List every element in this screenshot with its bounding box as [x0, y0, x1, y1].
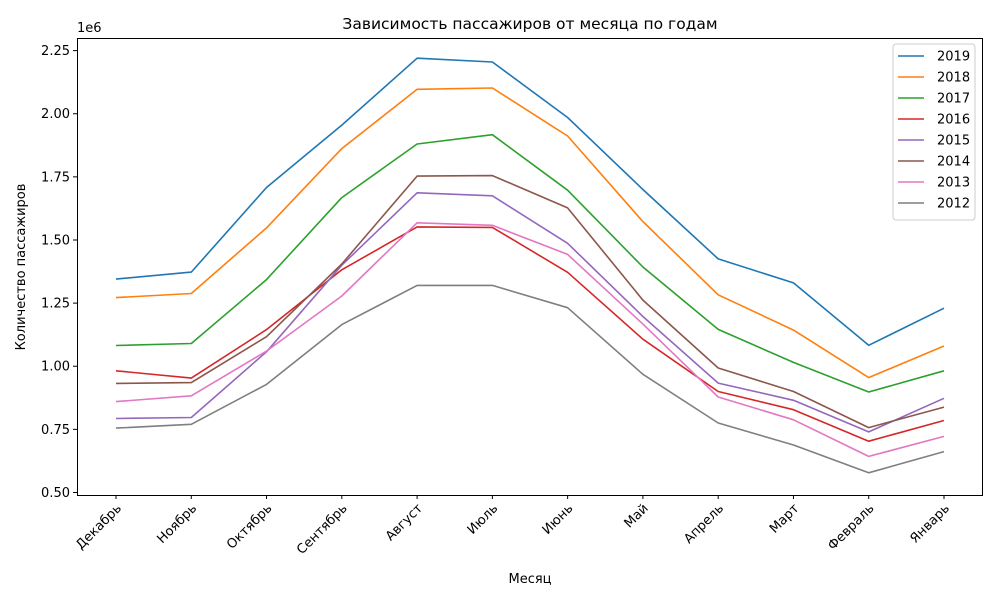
x-tick-label: Июнь: [540, 501, 577, 538]
y-axis-label: Количество пассажиров: [14, 184, 29, 351]
legend-label-2012: 2012: [937, 197, 970, 212]
x-tick-label: Декабрь: [73, 501, 125, 553]
y-tick-label: 2.00: [41, 107, 70, 122]
series-line-2014: [115, 174, 945, 429]
series-line-2017: [115, 133, 945, 393]
x-axis-label: Месяц: [508, 572, 551, 587]
legend-label-2017: 2017: [937, 92, 970, 107]
series-line-2018: [115, 87, 945, 379]
legend-label-2019: 2019: [937, 50, 970, 65]
series-line-2012: [115, 284, 945, 474]
x-tick-label: Март: [767, 501, 803, 537]
legend: 2019 2018 2017 2016 2015 2014 2013 2012: [892, 43, 976, 221]
series-line-2016: [115, 226, 945, 443]
x-axis: Декабрь Ноябрь Октябрь Сентябрь Август Июль Ию…: [73, 495, 953, 558]
x-tick-label: Август: [383, 501, 426, 544]
x-tick-label: Ноябрь: [155, 501, 201, 547]
legend-label-2013: 2013: [937, 176, 970, 191]
y-offset-label: 1e6: [77, 21, 102, 36]
chart-title: Зависимость пассажиров от месяца по года…: [342, 15, 717, 33]
x-tick-label: Апрель: [681, 501, 727, 547]
x-tick-label: Июль: [465, 501, 502, 538]
x-tick-label: Январь: [908, 501, 953, 546]
y-tick-label: 0.50: [41, 486, 70, 501]
y-axis: 0.50 0.75 1.00 1.25 1.50 1.75 2.00 2.25: [41, 44, 77, 501]
series-line-2019: [115, 57, 945, 347]
y-tick-label: 1.00: [41, 360, 70, 375]
y-tick-label: 1.25: [41, 297, 70, 312]
y-tick-label: 1.75: [41, 170, 70, 185]
y-tick-label: 2.25: [41, 44, 70, 59]
series-line-2015: [115, 192, 945, 433]
y-tick-label: 1.50: [41, 233, 70, 248]
x-tick-label: Октябрь: [224, 501, 275, 552]
legend-label-2016: 2016: [937, 113, 970, 128]
legend-label-2014: 2014: [937, 155, 970, 170]
legend-label-2015: 2015: [937, 134, 970, 149]
x-tick-label: Сентябрь: [294, 501, 351, 558]
x-tick-label: Февраль: [825, 501, 877, 553]
plot-area: [115, 57, 945, 474]
axes-frame: [77, 38, 983, 496]
y-tick-label: 0.75: [41, 423, 70, 438]
legend-box: [892, 43, 976, 221]
x-tick-label: Май: [622, 501, 652, 531]
series-line-2013: [115, 222, 945, 458]
legend-label-2018: 2018: [937, 71, 970, 86]
